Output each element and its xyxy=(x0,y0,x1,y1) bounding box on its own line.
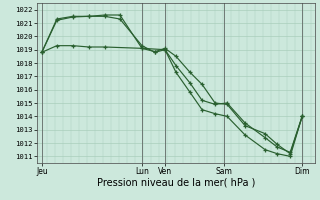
X-axis label: Pression niveau de la mer( hPa ): Pression niveau de la mer( hPa ) xyxy=(97,178,255,188)
